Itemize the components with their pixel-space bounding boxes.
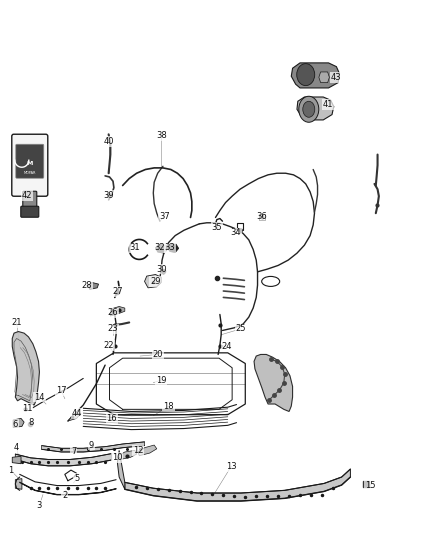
Text: 29: 29 — [150, 277, 161, 286]
Text: 5: 5 — [74, 474, 79, 483]
Text: 12: 12 — [133, 446, 143, 455]
Polygon shape — [13, 418, 24, 427]
Text: 34: 34 — [230, 229, 241, 237]
Text: 25: 25 — [236, 325, 246, 333]
Text: 1: 1 — [8, 466, 14, 475]
Polygon shape — [138, 445, 157, 456]
Text: 26: 26 — [108, 309, 118, 317]
Polygon shape — [12, 456, 21, 464]
FancyBboxPatch shape — [12, 134, 48, 196]
Text: 35: 35 — [212, 223, 222, 231]
Polygon shape — [20, 482, 116, 495]
Text: 14: 14 — [34, 393, 45, 401]
Polygon shape — [15, 454, 112, 466]
Text: 3: 3 — [37, 501, 42, 510]
Polygon shape — [145, 274, 161, 288]
Text: 37: 37 — [159, 212, 170, 221]
Text: MOPAR: MOPAR — [24, 171, 36, 175]
Text: 7: 7 — [71, 448, 76, 456]
Polygon shape — [117, 450, 125, 489]
Ellipse shape — [303, 101, 315, 117]
Text: M: M — [27, 161, 33, 166]
FancyBboxPatch shape — [16, 144, 44, 178]
Ellipse shape — [299, 96, 319, 122]
Text: 22: 22 — [103, 341, 114, 350]
Polygon shape — [15, 479, 22, 489]
Text: 20: 20 — [152, 350, 163, 359]
Text: 16: 16 — [106, 414, 117, 423]
Polygon shape — [319, 72, 329, 83]
Ellipse shape — [297, 63, 315, 86]
Polygon shape — [118, 450, 137, 459]
FancyBboxPatch shape — [21, 206, 39, 217]
Text: 27: 27 — [112, 287, 123, 296]
Text: 24: 24 — [222, 343, 232, 351]
Text: 6: 6 — [13, 421, 18, 429]
Text: 42: 42 — [22, 191, 32, 200]
Text: 32: 32 — [155, 244, 165, 252]
Text: 23: 23 — [108, 325, 118, 333]
Polygon shape — [254, 354, 293, 411]
Text: 4: 4 — [14, 443, 19, 452]
Text: 11: 11 — [22, 404, 32, 413]
Text: 10: 10 — [112, 453, 123, 462]
Text: 13: 13 — [226, 462, 237, 471]
Text: 39: 39 — [103, 191, 114, 200]
Text: 31: 31 — [130, 244, 140, 252]
Text: 15: 15 — [365, 481, 375, 489]
Text: 18: 18 — [163, 402, 174, 410]
Text: 17: 17 — [56, 386, 67, 395]
Text: 2: 2 — [62, 491, 67, 500]
Polygon shape — [297, 97, 334, 120]
Text: 40: 40 — [103, 137, 114, 146]
Text: 38: 38 — [156, 132, 166, 140]
Text: 21: 21 — [11, 318, 22, 327]
Text: 30: 30 — [156, 265, 166, 273]
Text: 44: 44 — [71, 409, 82, 418]
Polygon shape — [68, 413, 81, 421]
Polygon shape — [88, 282, 99, 289]
Text: 36: 36 — [257, 212, 267, 221]
Text: 19: 19 — [156, 376, 166, 384]
Text: 33: 33 — [165, 244, 175, 252]
FancyBboxPatch shape — [23, 191, 37, 209]
Polygon shape — [291, 63, 339, 88]
Polygon shape — [42, 442, 145, 452]
Text: 43: 43 — [331, 74, 342, 82]
Polygon shape — [167, 244, 179, 253]
Polygon shape — [125, 469, 350, 501]
Polygon shape — [12, 332, 39, 405]
Polygon shape — [155, 244, 167, 253]
Text: 41: 41 — [322, 100, 333, 109]
Text: 8: 8 — [28, 418, 33, 427]
Text: 9: 9 — [88, 441, 94, 449]
Polygon shape — [110, 306, 125, 316]
Text: 28: 28 — [81, 281, 92, 289]
